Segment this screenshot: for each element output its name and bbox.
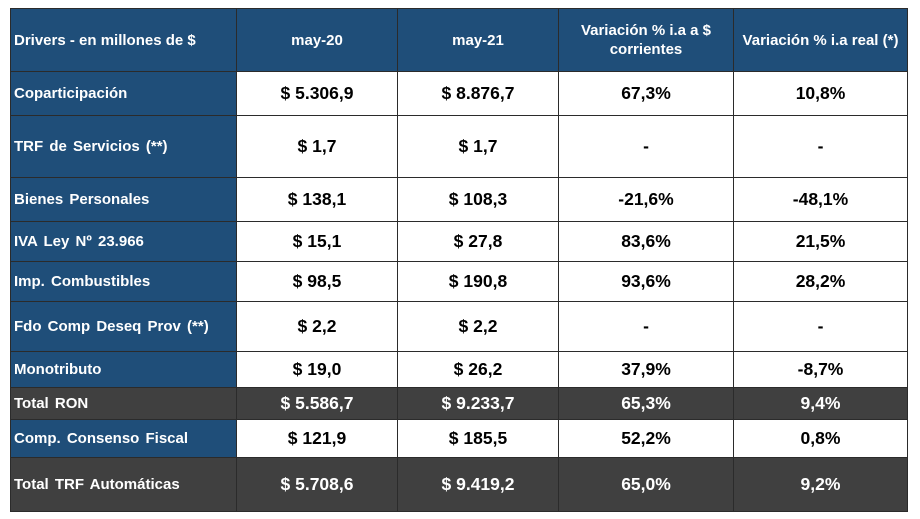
cell-variacion-real: 21,5% [733, 221, 908, 262]
cell-may-21: $ 185,5 [397, 419, 559, 458]
cell-may-21: $ 27,8 [397, 221, 559, 262]
cell-variacion-corrientes: 93,6% [558, 261, 734, 302]
header-may-20: may-20 [236, 8, 398, 72]
cell-variacion-real: 9,4% [733, 387, 908, 420]
table-body: Coparticipación $ 5.306,9 $ 8.876,7 67,3% 10… [10, 71, 908, 512]
cell-variacion-real: 10,8% [733, 71, 908, 116]
table-header-row: Drivers - en millones de $ may-20 may-21… [10, 8, 908, 72]
table-row: Bienes Personales $ 138,1 $ 108,3 -21,6% -48… [10, 177, 908, 222]
cell-may-21: $ 2,2 [397, 301, 559, 352]
cell-variacion-real: 9,2% [733, 457, 908, 512]
row-label: IVA Ley Nº 23.966 [10, 221, 237, 262]
header-variacion-corrientes: Variación % i.a a $ corrientes [558, 8, 734, 72]
cell-may-20: $ 5.586,7 [236, 387, 398, 420]
cell-may-20: $ 138,1 [236, 177, 398, 222]
cell-may-20: $ 15,1 [236, 221, 398, 262]
cell-variacion-corrientes: 83,6% [558, 221, 734, 262]
cell-may-21: $ 1,7 [397, 115, 559, 178]
cell-may-21: $ 108,3 [397, 177, 559, 222]
table-row: Total TRF Automáticas $ 5.708,6 $ 9.419,2 6… [10, 457, 908, 512]
cell-may-20: $ 121,9 [236, 419, 398, 458]
table-row: Total RON $ 5.586,7 $ 9.233,7 65,3% 9,4% [10, 387, 908, 420]
header-drivers: Drivers - en millones de $ [10, 8, 237, 72]
cell-may-21: $ 26,2 [397, 351, 559, 388]
cell-may-20: $ 1,7 [236, 115, 398, 178]
cell-may-20: $ 5.708,6 [236, 457, 398, 512]
cell-variacion-real: -8,7% [733, 351, 908, 388]
cell-variacion-real: -48,1% [733, 177, 908, 222]
row-label: TRF de Servicios (**) [10, 115, 237, 178]
cell-variacion-corrientes: -21,6% [558, 177, 734, 222]
header-may-21: may-21 [397, 8, 559, 72]
table-row: Coparticipación $ 5.306,9 $ 8.876,7 67,3% 10… [10, 71, 908, 116]
cell-variacion-corrientes: 65,3% [558, 387, 734, 420]
cell-variacion-corrientes: 65,0% [558, 457, 734, 512]
cell-variacion-real: 28,2% [733, 261, 908, 302]
row-label: Comp. Consenso Fiscal [10, 419, 237, 458]
table-row: Comp. Consenso Fiscal $ 121,9 $ 185,5 52,2%… [10, 419, 908, 458]
table-row: Fdo Comp Deseq Prov (**) $ 2,2 $ 2,2- - [10, 301, 908, 352]
cell-variacion-corrientes: 52,2% [558, 419, 734, 458]
cell-may-20: $ 2,2 [236, 301, 398, 352]
table-row: IVA Ley Nº 23.966 $ 15,1 $ 27,8 83,6% 21,5% [10, 221, 908, 262]
cell-variacion-corrientes: - [558, 115, 734, 178]
header-variacion-real: Variación % i.a real (*) [733, 8, 908, 72]
cell-may-21: $ 9.419,2 [397, 457, 559, 512]
row-label: Fdo Comp Deseq Prov (**) [10, 301, 237, 352]
row-label: Bienes Personales [10, 177, 237, 222]
cell-variacion-real: - [733, 301, 908, 352]
cell-may-21: $ 190,8 [397, 261, 559, 302]
cell-may-20: $ 98,5 [236, 261, 398, 302]
cell-variacion-real: 0,8% [733, 419, 908, 458]
cell-variacion-corrientes: 67,3% [558, 71, 734, 116]
row-label: Total RON [10, 387, 237, 420]
cell-variacion-corrientes: 37,9% [558, 351, 734, 388]
table-row: Monotributo $ 19,0 $ 26,2 37,9% -8,7% [10, 351, 908, 388]
cell-may-20: $ 5.306,9 [236, 71, 398, 116]
row-label: Imp. Combustibles [10, 261, 237, 302]
cell-may-20: $ 19,0 [236, 351, 398, 388]
cell-may-21: $ 8.876,7 [397, 71, 559, 116]
drivers-table: Drivers - en millones de $ may-20 may-21… [10, 8, 908, 512]
row-label: Coparticipación [10, 71, 237, 116]
cell-variacion-real: - [733, 115, 908, 178]
cell-may-21: $ 9.233,7 [397, 387, 559, 420]
row-label: Monotributo [10, 351, 237, 388]
table-row: TRF de Servicios (**) $ 1,7 $ 1,7- - [10, 115, 908, 178]
row-label: Total TRF Automáticas [10, 457, 237, 512]
cell-variacion-corrientes: - [558, 301, 734, 352]
table-row: Imp. Combustibles $ 98,5 $ 190,8 93,6% 28,2% [10, 261, 908, 302]
